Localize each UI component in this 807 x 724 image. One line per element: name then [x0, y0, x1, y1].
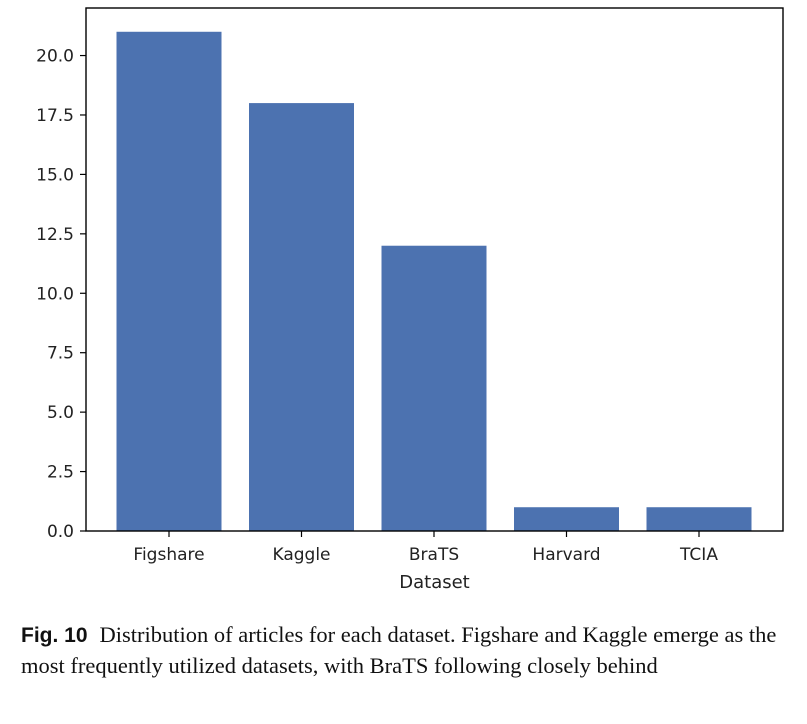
y-tick-label: 12.5 — [36, 225, 74, 245]
y-tick-label: 2.5 — [47, 463, 74, 483]
x-tick-label: Kaggle — [272, 545, 330, 565]
x-axis-title: Dataset — [399, 572, 470, 593]
bar-harvard — [514, 507, 619, 531]
y-tick-label: 15.0 — [36, 165, 74, 185]
chart-canvas: 0.0 2.5 5.0 7.5 10.0 12.5 15.0 17.5 20.0 Figshar… — [36, 7, 784, 593]
x-tick-label: TCIA — [679, 545, 718, 565]
y-tick-label: 7.5 — [47, 344, 74, 364]
bar-figshare — [116, 31, 222, 531]
x-tick-label: BraTS — [409, 545, 459, 565]
bar-brats — [381, 245, 487, 531]
plot-frame — [85, 7, 784, 532]
y-tick-label: 17.5 — [36, 106, 74, 126]
y-axis: 0.0 2.5 5.0 7.5 10.0 12.5 15.0 17.5 20.0 — [36, 47, 86, 542]
caption-text: Distribution of articles for each datase… — [21, 622, 777, 678]
bar-tcia — [646, 507, 752, 531]
x-axis: Figshare Kaggle BraTS Harvard TCIA — [133, 531, 718, 565]
y-tick-label: 10.0 — [36, 284, 74, 304]
x-tick-label: Harvard — [532, 545, 600, 565]
figure-caption: Fig. 10 Distribution of articles for each… — [21, 620, 801, 681]
y-tick-label: 20.0 — [36, 47, 74, 67]
bars-group — [116, 31, 752, 531]
x-tick-label: Figshare — [133, 545, 204, 565]
y-tick-label: 5.0 — [47, 403, 74, 423]
caption-label: Fig. 10 — [21, 624, 88, 647]
bar-chart: 0.0 2.5 5.0 7.5 10.0 12.5 15.0 17.5 20.0 Figshar… — [36, 7, 784, 593]
bar-kaggle — [249, 103, 354, 531]
y-tick-label: 0.0 — [47, 522, 74, 542]
